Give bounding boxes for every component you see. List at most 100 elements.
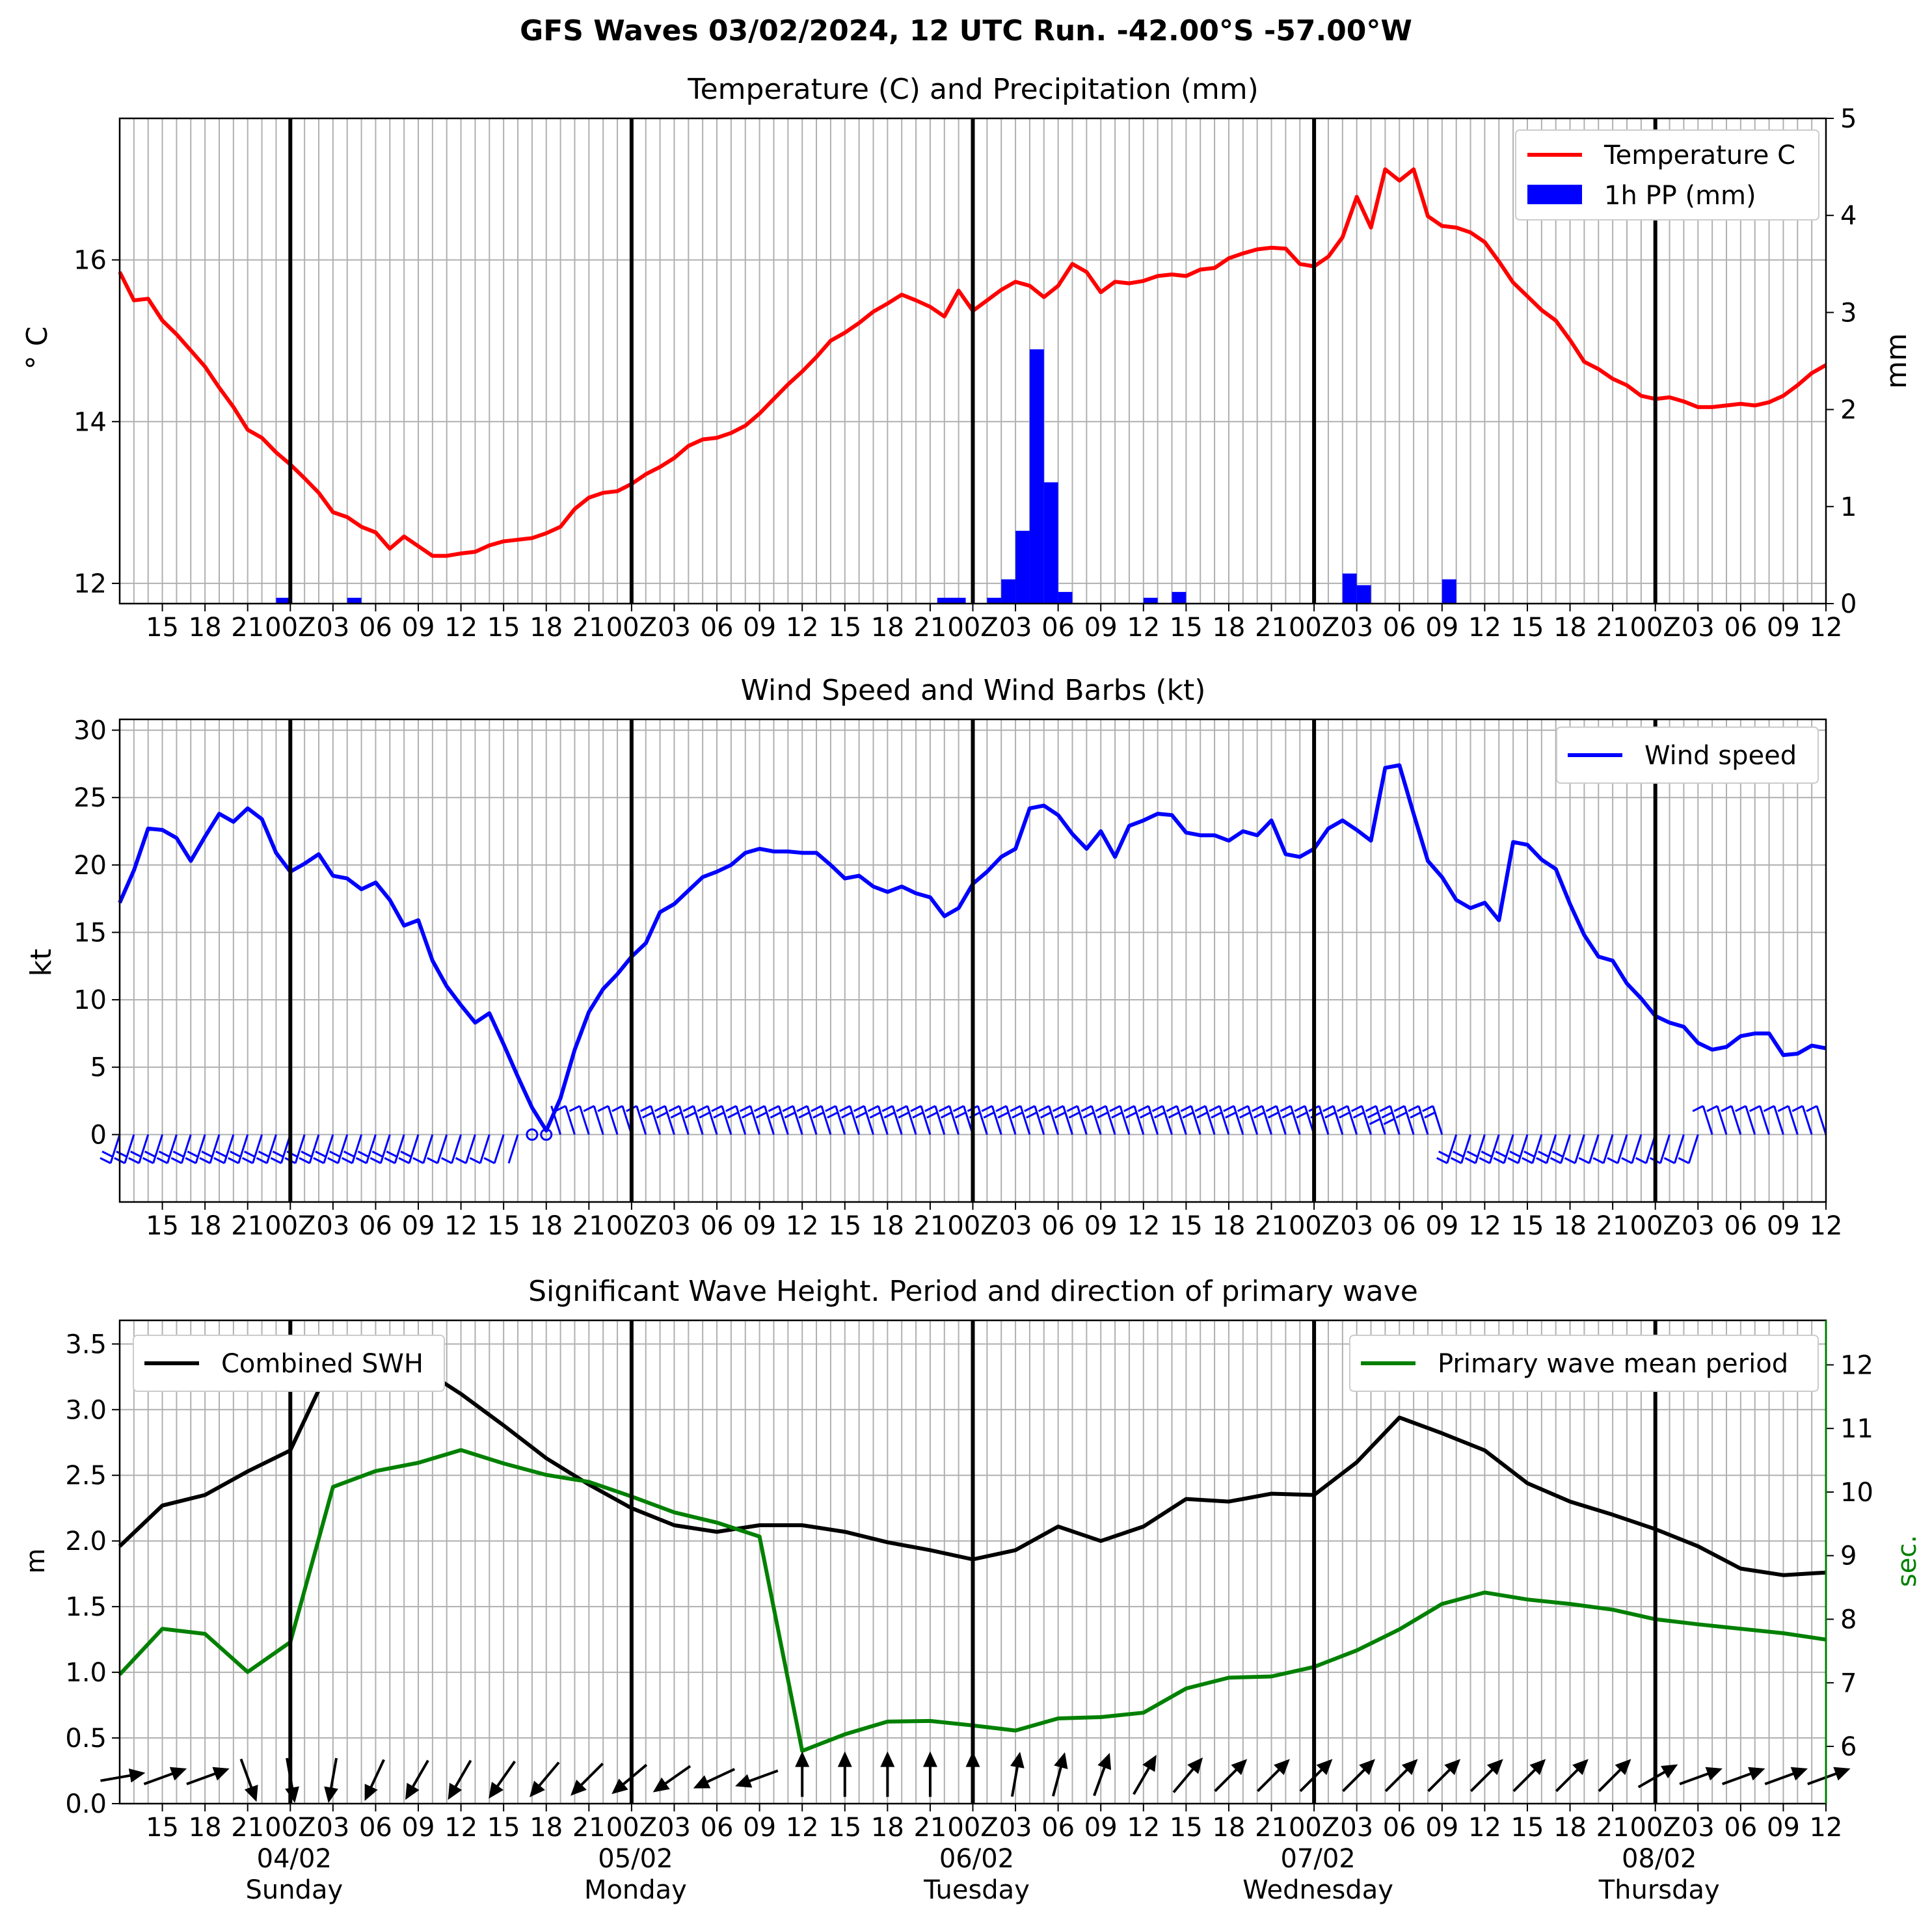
barb-feather	[853, 1105, 865, 1112]
direction-arrow-head	[795, 1751, 810, 1767]
barb-feather	[725, 1105, 737, 1112]
barb-staff	[1574, 1134, 1585, 1164]
barb-feather	[682, 1105, 694, 1112]
barb-feather	[386, 1151, 397, 1158]
barb-feather	[583, 1105, 595, 1112]
y-tick-right-label: 3	[1840, 298, 1857, 328]
barb-feather	[1322, 1105, 1334, 1112]
barb-feather	[1635, 1157, 1647, 1164]
y-tick-label: 5	[90, 1053, 107, 1083]
x-tick-label: 21	[1255, 613, 1288, 643]
x-tick-label: 21	[572, 613, 606, 643]
barb-feather	[1678, 1157, 1689, 1164]
barb-staff	[1488, 1134, 1500, 1164]
x-tick-label: 18	[530, 1813, 563, 1843]
calm-circle	[540, 1128, 553, 1141]
x-day-label: Wednesday	[1242, 1875, 1393, 1905]
direction-arrow-head	[1187, 1757, 1203, 1774]
x-tick-label: 00Z	[265, 1211, 315, 1241]
barb-staff	[408, 1134, 420, 1164]
x-tick-label: 03	[316, 613, 349, 643]
x-tick-label: 00Z	[947, 613, 998, 643]
barb-feather	[1251, 1105, 1263, 1112]
barb-staff	[1503, 1134, 1514, 1164]
barb-feather	[898, 1112, 909, 1119]
barb-feather	[1507, 1157, 1519, 1164]
x-tick-label: 18	[871, 613, 904, 643]
barb-feather	[881, 1105, 893, 1112]
barb-feather	[1495, 1151, 1507, 1158]
precip-bar	[1356, 585, 1371, 604]
precip-bar	[1058, 592, 1073, 604]
barb-feather	[855, 1112, 867, 1119]
y-tick-right-label: 2	[1840, 395, 1857, 425]
barb-feather	[1012, 1112, 1023, 1119]
barb-feather	[355, 1157, 368, 1164]
direction-arrow-head	[1054, 1752, 1068, 1770]
barb-feather	[995, 1105, 1007, 1112]
barb-feather	[1082, 1112, 1094, 1119]
x-tick-label: 12	[444, 613, 477, 643]
barb-staff	[1673, 1134, 1685, 1164]
barb-feather	[272, 1151, 284, 1158]
barb-staff	[692, 1105, 704, 1135]
x-tick-label: 15	[828, 613, 861, 643]
x-tick-label: 09	[402, 613, 435, 643]
x-tick-label: 00Z	[1289, 1211, 1339, 1241]
barb-staff	[1773, 1105, 1784, 1135]
precip-bar	[1015, 531, 1030, 604]
x-day-label: Sunday	[245, 1875, 343, 1905]
barb-feather	[1054, 1112, 1066, 1119]
x-tick-label: 09	[1767, 1813, 1800, 1843]
wave-panel: Significant Wave Height. Period and dire…	[21, 1275, 1922, 1905]
barb-staff	[266, 1134, 277, 1164]
barb-staff	[678, 1105, 690, 1135]
barb-staff	[1048, 1105, 1060, 1135]
barb-staff	[934, 1105, 946, 1135]
barb-staff	[1375, 1105, 1386, 1135]
barb-feather	[1538, 1151, 1550, 1158]
barb-staff	[835, 1105, 846, 1135]
direction-arrow-head	[1142, 1754, 1157, 1772]
y-tick-right-label: 0	[1840, 589, 1857, 619]
barb-feather	[924, 1105, 936, 1112]
y-tick-label: 3.0	[65, 1395, 107, 1425]
barb-feather	[954, 1112, 967, 1119]
barb-feather	[684, 1112, 696, 1119]
barb-feather	[144, 1151, 156, 1158]
direction-arrow-head	[169, 1767, 187, 1781]
y-tick-label: 1.0	[65, 1658, 107, 1688]
barb-feather	[1383, 1118, 1395, 1125]
y-tick-right-label: 9	[1840, 1542, 1857, 1571]
barb-feather	[1038, 1105, 1050, 1112]
precip-bar	[347, 598, 362, 604]
x-tick-label: 21	[1255, 1211, 1288, 1241]
x-tick-label: 09	[743, 613, 776, 643]
x-tick-label: 12	[1468, 613, 1501, 643]
barb-feather	[1066, 1105, 1079, 1112]
barb-staff	[1233, 1105, 1244, 1135]
barb-feather	[270, 1157, 282, 1164]
y-tick-right-label: 4	[1840, 201, 1857, 231]
barb-feather	[981, 1105, 993, 1112]
x-tick-label: 21	[913, 613, 946, 643]
precip-bar	[1143, 598, 1158, 604]
barb-feather	[770, 1112, 782, 1119]
barb-feather	[100, 1157, 111, 1164]
precip-bar	[1043, 482, 1058, 604]
barb-feather	[739, 1105, 751, 1112]
barb-staff	[451, 1134, 463, 1164]
x-day-label: Monday	[584, 1875, 687, 1905]
barb-feather	[798, 1112, 810, 1119]
x-tick-label: 18	[189, 1813, 222, 1843]
y-tick-label: 14	[74, 407, 107, 437]
barb-feather	[371, 1151, 383, 1158]
x-tick-label: 18	[871, 1813, 904, 1843]
x-tick-label: 21	[1596, 1813, 1630, 1843]
barb-feather	[187, 1151, 198, 1158]
barb-staff	[1432, 1105, 1443, 1135]
legend-box	[133, 1335, 445, 1392]
barb-feather	[1379, 1105, 1391, 1112]
barb-feather	[199, 1157, 211, 1164]
y-tick-right-label: 7	[1840, 1668, 1857, 1698]
